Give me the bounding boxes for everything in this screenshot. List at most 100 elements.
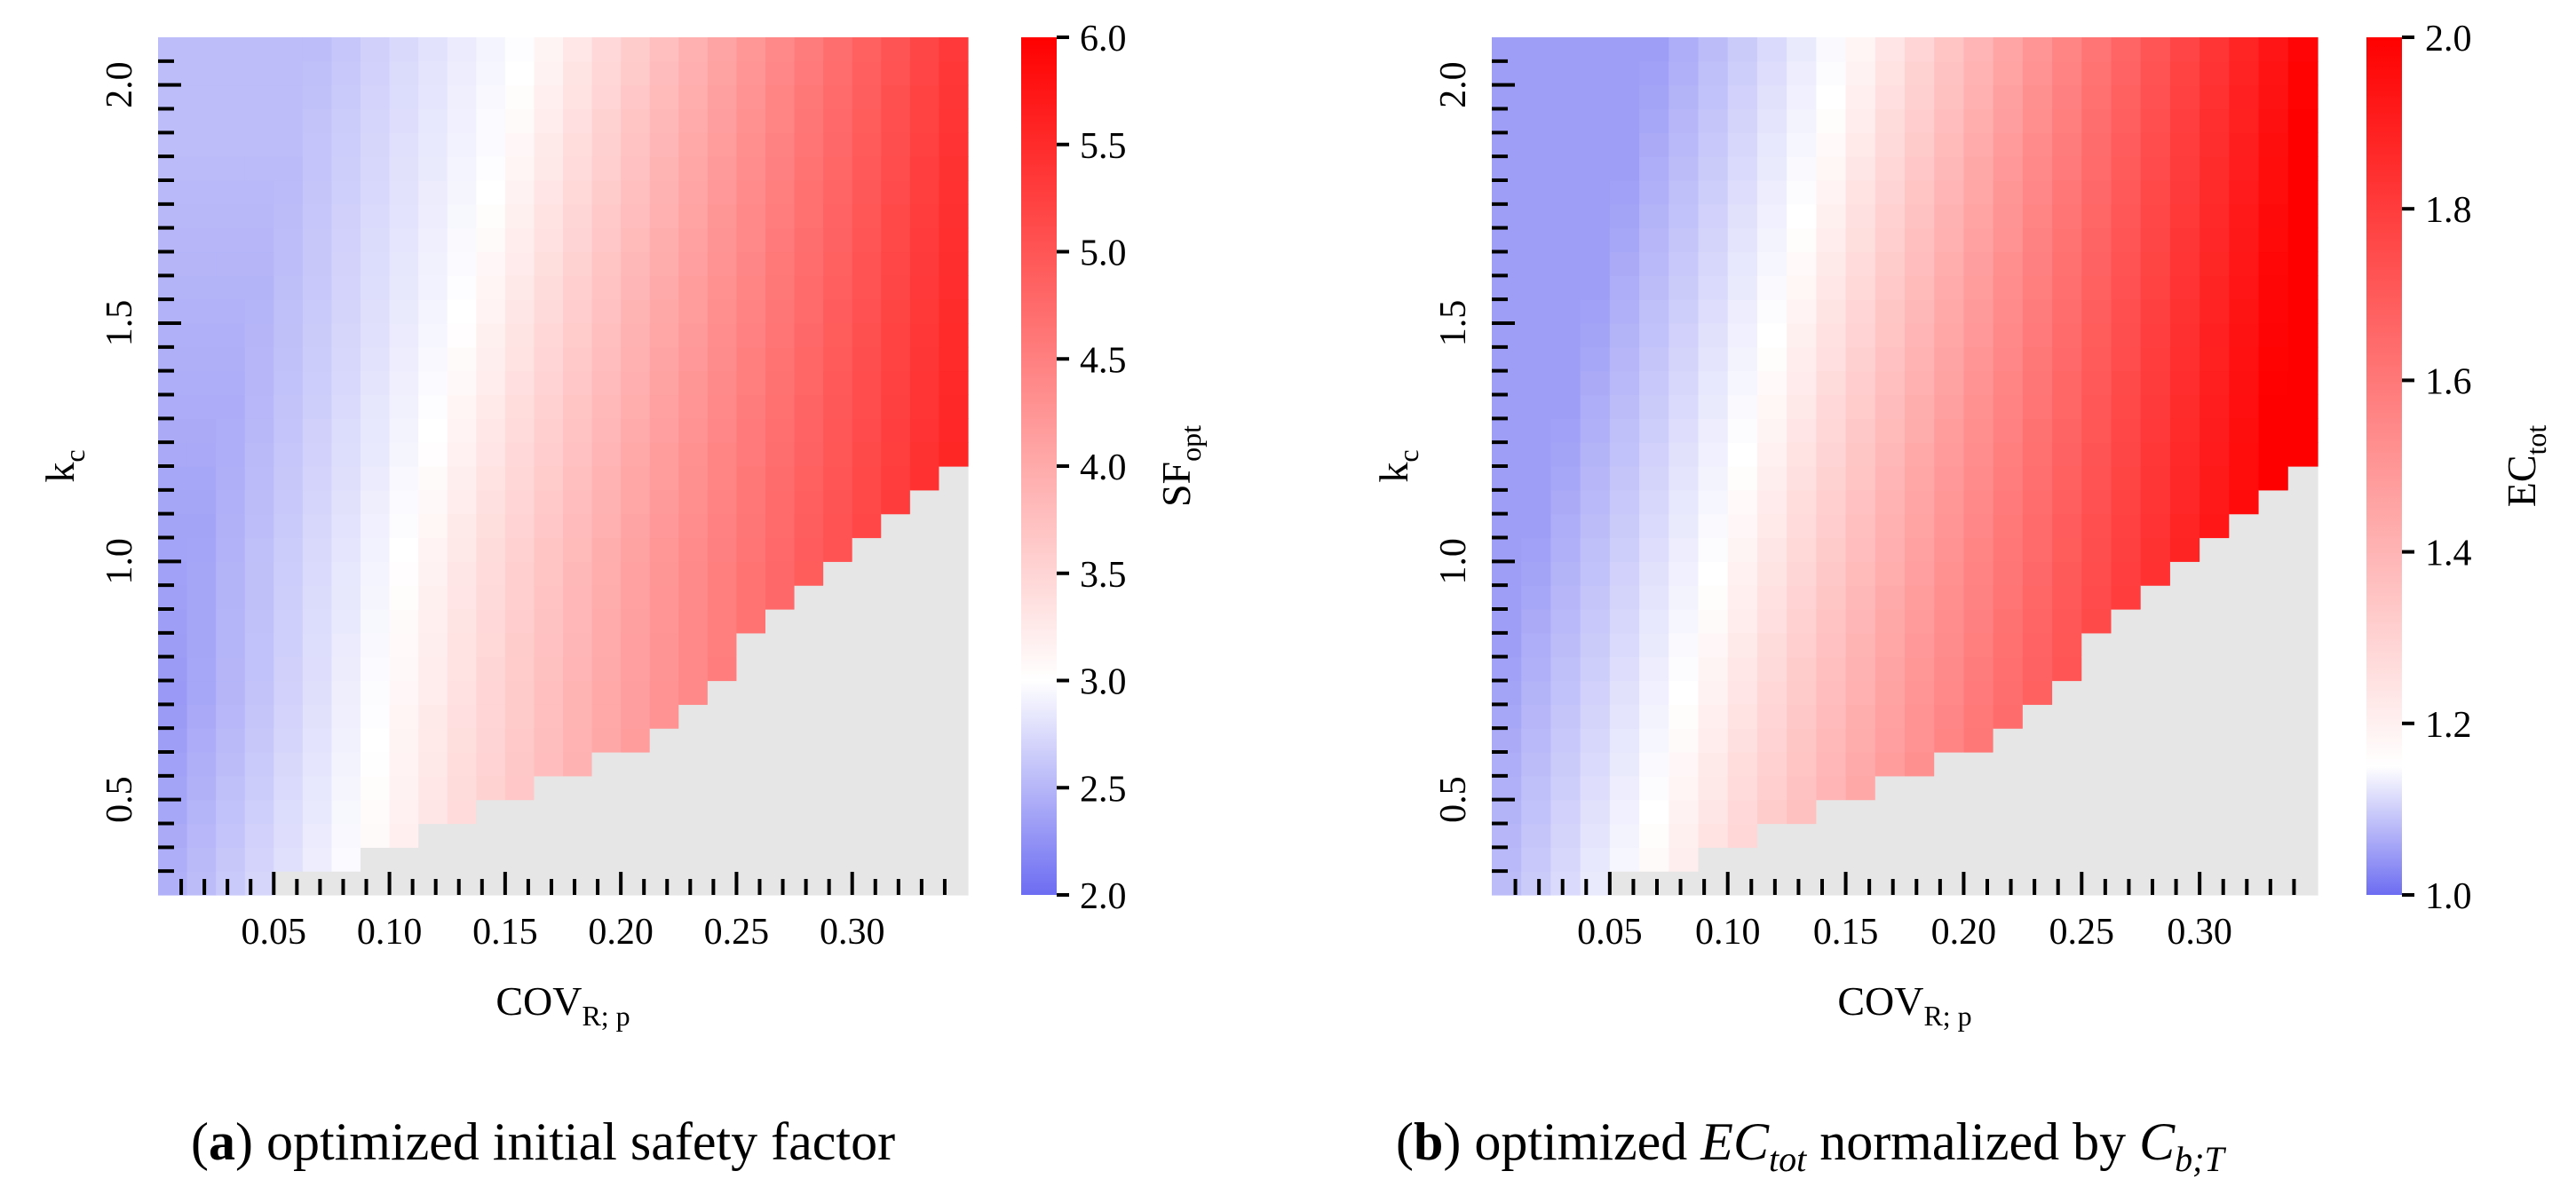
heatmap-cell [1609, 847, 1640, 872]
heatmap-cell [794, 632, 824, 658]
heatmap-cell [591, 823, 622, 848]
heatmap-cell [563, 180, 593, 205]
heatmap-cell [1639, 489, 1669, 515]
heatmap-cell [1727, 394, 1758, 419]
heatmap-cell [2111, 323, 2142, 348]
heatmap-cell [158, 394, 188, 419]
heatmap-cell [244, 323, 274, 348]
heatmap-cell [1875, 370, 1906, 396]
heatmap-cell [649, 704, 679, 729]
heatmap-cell [186, 132, 217, 157]
heatmap-cell [2229, 871, 2260, 896]
heatmap-cell [649, 466, 679, 491]
heatmap-cell [765, 251, 796, 276]
heatmap-cell [1905, 847, 1935, 872]
heatmap-cell [186, 299, 217, 324]
heatmap-cell [2287, 561, 2318, 586]
heatmap-cell [2111, 561, 2142, 586]
heatmap-cell [1756, 156, 1787, 181]
heatmap-cell [1787, 84, 1817, 110]
heatmap-cell [2022, 394, 2053, 419]
heatmap-cell [158, 871, 188, 896]
heatmap-cell [244, 609, 274, 634]
heatmap-cell [881, 299, 911, 324]
heatmap-cell [158, 180, 188, 205]
heatmap-cell [447, 704, 477, 729]
heatmap-cell [1905, 609, 1935, 634]
heatmap-cell [1845, 132, 1876, 157]
heatmap-cell [765, 37, 796, 62]
heatmap-cell [447, 84, 477, 110]
heatmap-cell [823, 84, 853, 110]
heatmap-cell [1580, 537, 1611, 562]
heatmap-cell [158, 656, 188, 682]
heatmap-cell [534, 346, 564, 372]
heatmap-cell [1521, 871, 1552, 896]
heatmap-cell [1816, 418, 1847, 443]
heatmap-cell [1521, 418, 1552, 443]
heatmap-cell [1727, 251, 1758, 276]
heatmap-cell [649, 680, 679, 705]
heatmap-cell [591, 680, 622, 705]
heatmap-cell [909, 37, 940, 62]
heatmap-cell [1550, 156, 1581, 181]
heatmap-cell [649, 299, 679, 324]
heatmap-cell [1521, 585, 1552, 610]
heatmap-cell [1492, 84, 1522, 110]
heatmap-cell [2200, 37, 2230, 62]
heatmap-cell [736, 871, 766, 896]
heatmap-cell [794, 299, 824, 324]
heatmap-cell [389, 680, 419, 705]
heatmap-cell [736, 513, 766, 539]
heatmap-cell [1905, 346, 1935, 372]
heatmap-cell [591, 489, 622, 515]
heatmap-cell [361, 609, 391, 634]
heatmap-cell [2258, 728, 2289, 753]
heatmap-cell [447, 60, 477, 86]
heatmap-cell [1698, 394, 1729, 419]
heatmap-cell [621, 132, 651, 157]
heatmap-cell [158, 108, 188, 133]
heatmap-cell [1845, 37, 1876, 62]
heatmap-cell [2200, 585, 2230, 610]
heatmap-cell [881, 704, 911, 729]
heatmap-cell [563, 513, 593, 539]
heatmap-cell [2169, 299, 2200, 324]
heatmap-cell [534, 632, 564, 658]
heatmap-cell [447, 442, 477, 467]
heatmap-cell [2022, 489, 2053, 515]
heatmap-cell [1905, 180, 1935, 205]
heatmap-cell [1756, 728, 1787, 753]
heatmap-cell [881, 609, 911, 634]
heatmap-cell [504, 108, 535, 133]
heatmap-cell [591, 537, 622, 562]
heatmap-cell [881, 632, 911, 658]
heatmap-cell [2081, 346, 2112, 372]
heatmap-cell [2140, 585, 2171, 610]
heatmap-cell [1580, 275, 1611, 300]
heatmap-cell [1668, 346, 1700, 372]
heatmap-cell [2081, 656, 2112, 682]
heatmap-cell [158, 370, 188, 396]
heatmap-cell [504, 871, 535, 896]
heatmap-cell [1580, 394, 1611, 419]
heatmap-cell [939, 394, 969, 419]
heatmap-cell [1580, 227, 1611, 253]
heatmap-cell [1639, 203, 1669, 229]
heatmap-cell [1875, 489, 1906, 515]
heatmap-cell [2052, 60, 2082, 86]
heatmap-cell [1756, 513, 1787, 539]
heatmap-cell [216, 275, 246, 300]
heatmap-cell [2111, 156, 2142, 181]
heatmap-cell [794, 847, 824, 872]
heatmap-cell [765, 60, 796, 86]
heatmap-cell [1875, 108, 1906, 133]
heatmap-cell [361, 561, 391, 586]
heatmap-cell [1727, 823, 1758, 848]
heatmap-cell [1787, 156, 1817, 181]
heatmap-cell [244, 775, 274, 801]
heatmap-cell [621, 489, 651, 515]
heatmap-cell [765, 704, 796, 729]
heatmap-cell [736, 156, 766, 181]
heatmap-cell [852, 156, 882, 181]
